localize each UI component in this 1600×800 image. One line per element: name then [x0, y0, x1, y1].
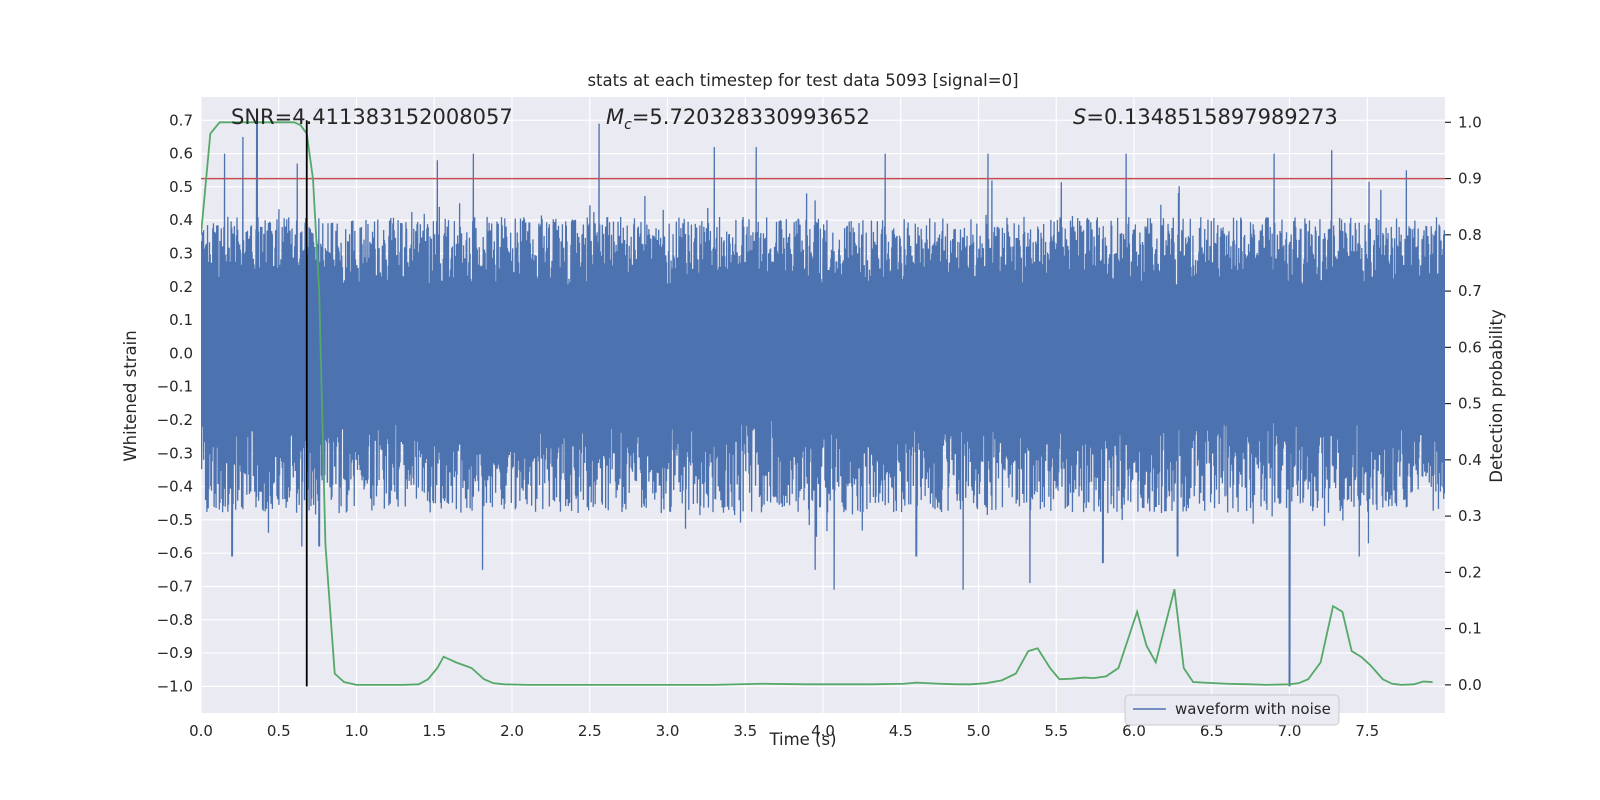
y2-tick-label: 0.5 — [1458, 395, 1482, 413]
y-tick-label: −0.3 — [157, 444, 193, 462]
legend: waveform with noise — [1124, 694, 1340, 726]
x-tick-label: 0.0 — [189, 722, 213, 740]
y-tick-label: 0.4 — [169, 211, 193, 229]
x-tick-label: 4.5 — [889, 722, 913, 740]
y2-tick-label: 0.2 — [1458, 563, 1482, 581]
y2-tick-label: 0.9 — [1458, 170, 1482, 188]
s-annotation: S=0.1348515897989273 — [1073, 105, 1338, 129]
x-tick-labels: 0.0 0.5 1.0 1.5 2.0 2.5 3.0 3.5 4.0 4.5 5.0 5.5 6.0 6… — [189, 722, 1379, 740]
y-tick-label: 0.1 — [169, 311, 193, 329]
chart-title: stats at each timestep for test data 509… — [587, 71, 1018, 90]
y-tick-label: −0.4 — [157, 478, 193, 496]
x-tick-label: 6.5 — [1200, 722, 1224, 740]
y2-axis-label: Detection probability — [1487, 309, 1506, 483]
x-tick-label: 4.0 — [811, 722, 835, 740]
y-tick-label: 0.0 — [169, 344, 193, 362]
y-tick-labels: 0.7 0.6 0.5 0.4 0.3 0.2 0.1 0.0 −0.1 −0.2 −0.3 −0.4… — [157, 111, 193, 695]
x-axis-label: Time (s) — [768, 730, 836, 749]
snr-annotation: SNR=4.411383152008057 — [231, 105, 513, 129]
x-tick-label: 7.5 — [1355, 722, 1379, 740]
y-tick-label: −0.7 — [157, 577, 193, 595]
y-tick-label: 0.7 — [169, 111, 193, 129]
y-tick-label: 0.6 — [169, 145, 193, 163]
chirp-mass-annotation: Mc=5.720328330993652 — [606, 105, 870, 133]
y-tick-label: −0.1 — [157, 378, 193, 396]
waveform-series-group — [201, 120, 1445, 687]
waveform-series-line — [201, 120, 1445, 687]
x-tick-label: 0.5 — [267, 722, 291, 740]
y2-tick-label: 0.4 — [1458, 451, 1482, 469]
probability-series-group — [201, 121, 1445, 686]
legend-box — [1124, 694, 1340, 726]
y2-tick-label: 0.8 — [1458, 226, 1482, 244]
y-axis-label: Whitened strain — [121, 330, 140, 461]
y-tick-label: 0.2 — [169, 278, 193, 296]
legend-label-waveform: waveform with noise — [1175, 700, 1331, 718]
x-tick-label: 5.5 — [1044, 722, 1068, 740]
x-tick-label: 2.5 — [578, 722, 602, 740]
y-tick-label: −0.9 — [157, 644, 193, 662]
x-tick-label: 3.5 — [733, 722, 757, 740]
y2-tick-label: 0.0 — [1458, 676, 1482, 694]
y-tick-label: 0.5 — [169, 178, 193, 196]
y2-tick-label: 1.0 — [1458, 113, 1482, 131]
x-tick-label: 6.0 — [1122, 722, 1146, 740]
y-tick-label: −0.5 — [157, 511, 193, 529]
y-tick-label: −0.8 — [157, 611, 193, 629]
x-tick-label: 7.0 — [1278, 722, 1302, 740]
y2-tick-label: 0.7 — [1458, 282, 1482, 300]
x-tick-label: 1.0 — [345, 722, 369, 740]
y-tick-label: −0.6 — [157, 544, 193, 562]
y2-tick-labels: 1.0 0.9 0.8 0.7 0.6 0.5 0.4 0.3 0.2 0.1 0.0 — [1445, 113, 1482, 694]
x-tick-label: 1.5 — [422, 722, 446, 740]
y2-tick-label: 0.1 — [1458, 620, 1482, 638]
y-tick-label: 0.3 — [169, 244, 193, 262]
x-tick-label: 3.0 — [656, 722, 680, 740]
y-tick-label: −1.0 — [157, 677, 193, 695]
y2-tick-label: 0.3 — [1458, 507, 1482, 525]
x-tick-label: 5.0 — [967, 722, 991, 740]
detection-probability-line — [201, 121, 1433, 686]
y-tick-label: −0.2 — [157, 411, 193, 429]
y2-tick-label: 0.6 — [1458, 338, 1482, 356]
x-tick-label: 2.0 — [500, 722, 524, 740]
